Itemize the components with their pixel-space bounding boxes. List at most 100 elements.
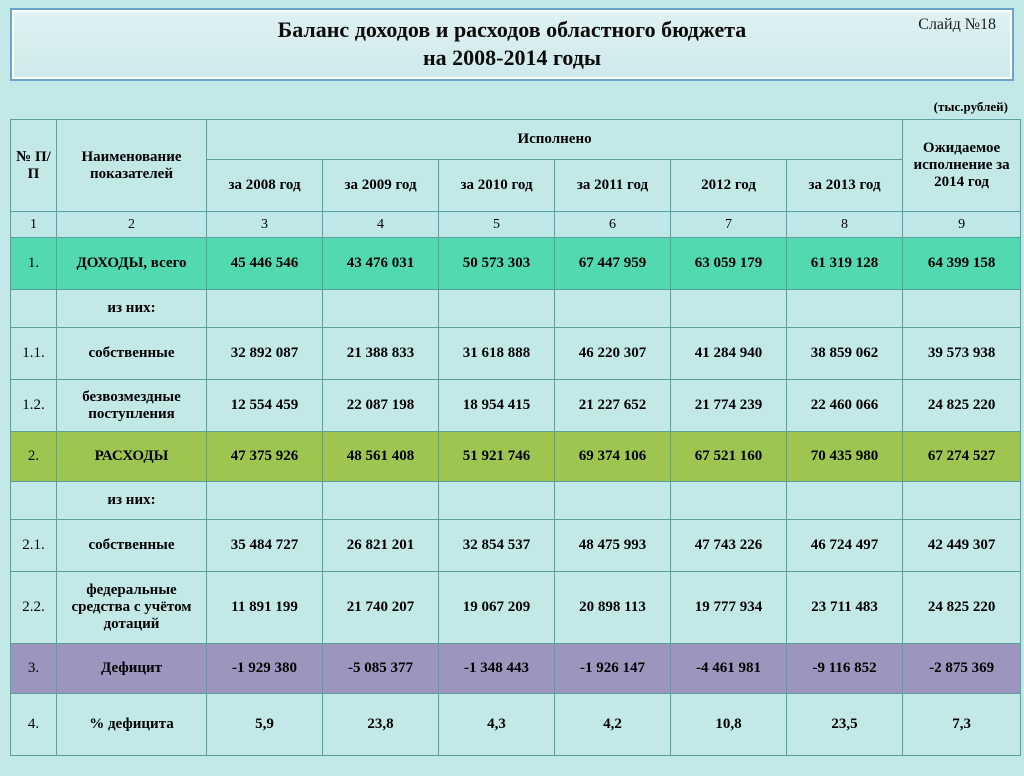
colnum-9: 9 (903, 212, 1021, 238)
cell-value: 21 774 239 (671, 380, 787, 432)
cell-value: 21 388 833 (323, 328, 439, 380)
row-name: из них: (57, 290, 207, 328)
cell-value: -4 461 981 (671, 644, 787, 694)
cell-value: -1 348 443 (439, 644, 555, 694)
cell-value: 45 446 546 (207, 238, 323, 290)
colnum-4: 4 (323, 212, 439, 238)
hdr-executed: Исполнено (207, 120, 903, 160)
cell-value: 35 484 727 (207, 520, 323, 572)
hdr-expected: Ожидаемое исполнение за 2014 год (903, 120, 1021, 212)
cell-value: 20 898 113 (555, 572, 671, 644)
cell-value: 41 284 940 (671, 328, 787, 380)
table-row: 3.Дефицит-1 929 380-5 085 377-1 348 443-… (11, 644, 1021, 694)
table-row: 1.ДОХОДЫ, всего45 446 54643 476 03150 57… (11, 238, 1021, 290)
row-num: 4. (11, 694, 57, 756)
cell-value: 4,3 (439, 694, 555, 756)
row-name: собственные (57, 520, 207, 572)
cell-value: -9 116 852 (787, 644, 903, 694)
cell-value: -1 926 147 (555, 644, 671, 694)
table-row: из них: (11, 482, 1021, 520)
row-num (11, 482, 57, 520)
cell-value: 19 067 209 (439, 572, 555, 644)
hdr-2008: за 2008 год (207, 160, 323, 212)
cell-value (671, 290, 787, 328)
cell-value: 24 825 220 (903, 572, 1021, 644)
row-name: ДОХОДЫ, всего (57, 238, 207, 290)
cell-value: 23,8 (323, 694, 439, 756)
cell-value: 69 374 106 (555, 432, 671, 482)
cell-value: 24 825 220 (903, 380, 1021, 432)
row-num: 1.2. (11, 380, 57, 432)
table-row: 4.% дефицита5,923,84,34,210,823,57,3 (11, 694, 1021, 756)
cell-value: 50 573 303 (439, 238, 555, 290)
cell-value: 31 618 888 (439, 328, 555, 380)
hdr-num: № П/П (11, 120, 57, 212)
cell-value (903, 290, 1021, 328)
cell-value: 63 059 179 (671, 238, 787, 290)
cell-value: 12 554 459 (207, 380, 323, 432)
title-bar: Слайд №18 Баланс доходов и расходов обла… (10, 8, 1014, 81)
cell-value: 23,5 (787, 694, 903, 756)
hdr-2011: за 2011 год (555, 160, 671, 212)
cell-value: 46 724 497 (787, 520, 903, 572)
unit-label: (тыс.рублей) (10, 87, 1014, 119)
cell-value: -2 875 369 (903, 644, 1021, 694)
cell-value: 26 821 201 (323, 520, 439, 572)
cell-value: 10,8 (671, 694, 787, 756)
colnum-7: 7 (671, 212, 787, 238)
hdr-2010: за 2010 год (439, 160, 555, 212)
cell-value: 5,9 (207, 694, 323, 756)
cell-value (555, 290, 671, 328)
hdr-2012: 2012 год (671, 160, 787, 212)
cell-value: 48 475 993 (555, 520, 671, 572)
cell-value (439, 290, 555, 328)
cell-value (903, 482, 1021, 520)
cell-value: 42 449 307 (903, 520, 1021, 572)
cell-value: 46 220 307 (555, 328, 671, 380)
colnum-6: 6 (555, 212, 671, 238)
table-row: 2.1.собственные35 484 72726 821 20132 85… (11, 520, 1021, 572)
cell-value: -5 085 377 (323, 644, 439, 694)
cell-value: 22 460 066 (787, 380, 903, 432)
cell-value: -1 929 380 (207, 644, 323, 694)
table-row: из них: (11, 290, 1021, 328)
cell-value: 47 375 926 (207, 432, 323, 482)
cell-value: 48 561 408 (323, 432, 439, 482)
cell-value: 61 319 128 (787, 238, 903, 290)
row-name: безвозмездные поступления (57, 380, 207, 432)
cell-value (323, 482, 439, 520)
cell-value: 38 859 062 (787, 328, 903, 380)
cell-value: 22 087 198 (323, 380, 439, 432)
row-name: из них: (57, 482, 207, 520)
table-container: (тыс.рублей) № П/П Наименование показате… (10, 87, 1014, 756)
cell-value: 67 521 160 (671, 432, 787, 482)
row-name: Дефицит (57, 644, 207, 694)
cell-value (323, 290, 439, 328)
cell-value: 21 227 652 (555, 380, 671, 432)
cell-value (207, 290, 323, 328)
table-row: 1.1.собственные32 892 08721 388 83331 61… (11, 328, 1021, 380)
title-line-1: Баланс доходов и расходов областного бюд… (22, 16, 1002, 44)
cell-value: 47 743 226 (671, 520, 787, 572)
hdr-name: Наименование показателей (57, 120, 207, 212)
title-line-2: на 2008-2014 годы (22, 44, 1002, 72)
cell-value (787, 290, 903, 328)
cell-value (207, 482, 323, 520)
cell-value: 64 399 158 (903, 238, 1021, 290)
row-num: 1.1. (11, 328, 57, 380)
hdr-2013: за 2013 год (787, 160, 903, 212)
colnum-8: 8 (787, 212, 903, 238)
cell-value: 7,3 (903, 694, 1021, 756)
cell-value (555, 482, 671, 520)
colnum-1: 1 (11, 212, 57, 238)
row-num: 2.1. (11, 520, 57, 572)
cell-value: 4,2 (555, 694, 671, 756)
cell-value: 19 777 934 (671, 572, 787, 644)
table-row: 2.2.федеральные средства с учётом дотаци… (11, 572, 1021, 644)
colnum-5: 5 (439, 212, 555, 238)
row-num: 2.2. (11, 572, 57, 644)
colnum-3: 3 (207, 212, 323, 238)
colnum-2: 2 (57, 212, 207, 238)
cell-value (671, 482, 787, 520)
cell-value (787, 482, 903, 520)
